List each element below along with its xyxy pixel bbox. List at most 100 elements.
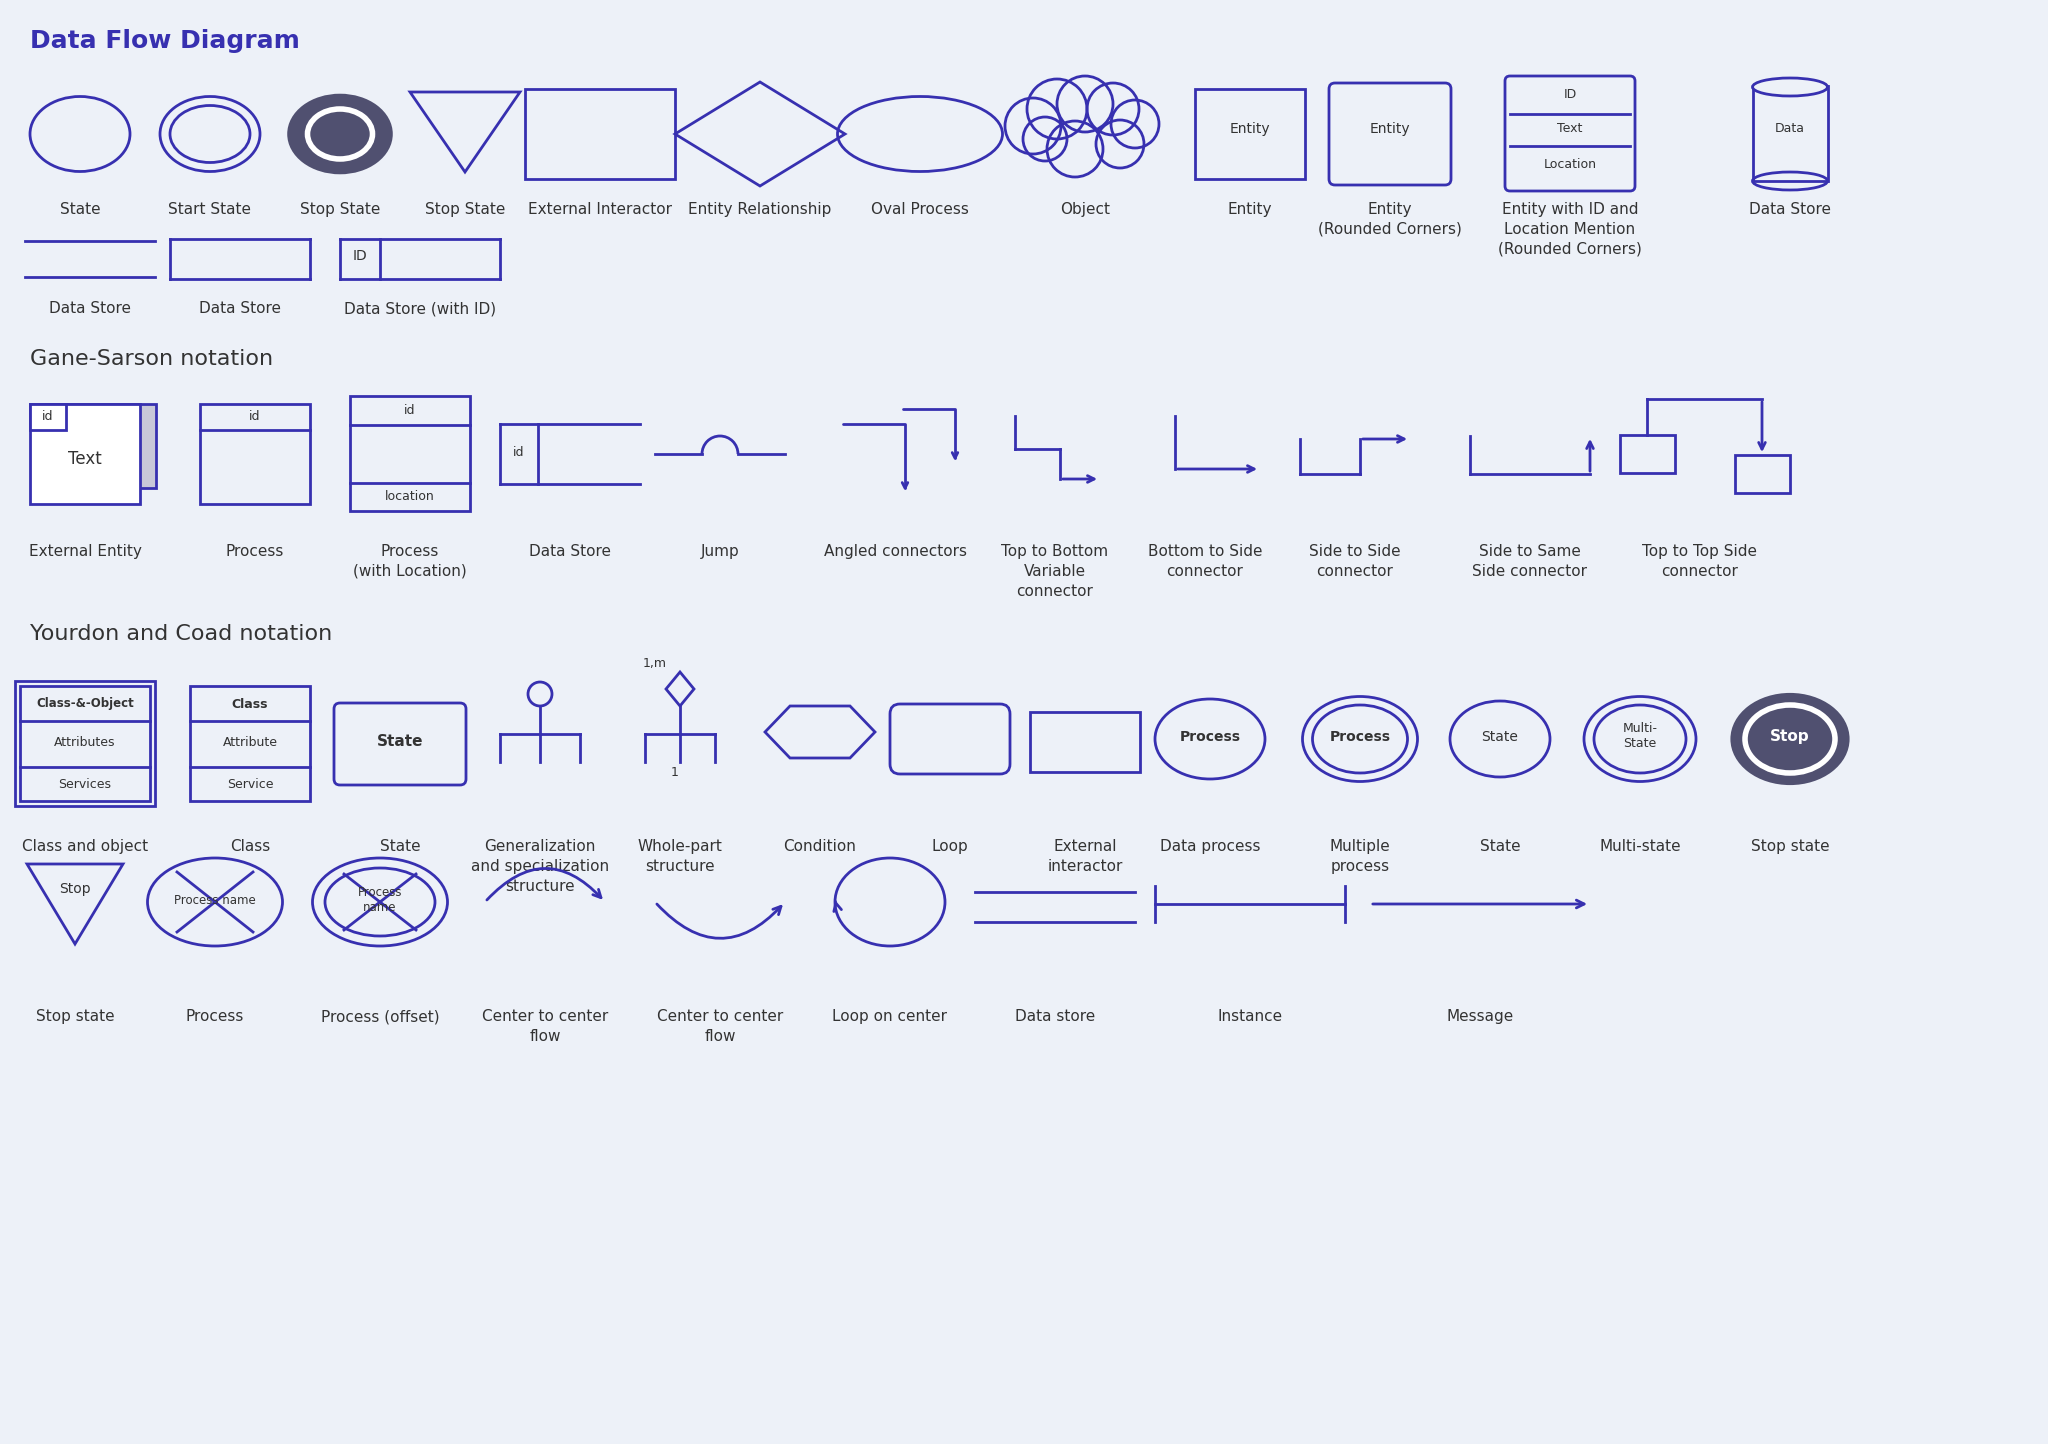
Text: Location: Location <box>1544 157 1597 170</box>
Text: Data Store: Data Store <box>528 544 610 559</box>
Text: Instance: Instance <box>1217 1009 1282 1024</box>
Polygon shape <box>31 404 139 504</box>
Text: Text: Text <box>68 451 102 468</box>
Bar <box>1194 90 1305 179</box>
Text: Class and object: Class and object <box>23 839 147 853</box>
Text: State: State <box>59 202 100 217</box>
Text: Data Store (with ID): Data Store (with ID) <box>344 300 496 316</box>
Text: State: State <box>1481 839 1520 853</box>
Bar <box>201 404 309 504</box>
Text: Services: Services <box>59 777 111 790</box>
Text: Stop state: Stop state <box>1751 839 1829 853</box>
Text: Multi-state: Multi-state <box>1599 839 1681 853</box>
Text: Process
(with Location): Process (with Location) <box>352 544 467 579</box>
Bar <box>524 90 676 179</box>
Text: External Entity: External Entity <box>29 544 141 559</box>
Text: Center to center
flow: Center to center flow <box>657 1009 782 1044</box>
Text: 1: 1 <box>672 765 680 778</box>
Text: 1,m: 1,m <box>643 657 668 670</box>
Text: Jump: Jump <box>700 544 739 559</box>
Text: State: State <box>1481 731 1518 744</box>
Text: State: State <box>377 735 424 749</box>
Text: Entity: Entity <box>1227 202 1272 217</box>
Text: Object: Object <box>1061 202 1110 217</box>
Text: Condition: Condition <box>784 839 856 853</box>
Text: Stop: Stop <box>59 882 90 895</box>
Text: Side to Side
connector: Side to Side connector <box>1309 544 1401 579</box>
Text: id: id <box>250 410 260 423</box>
Text: Process
name: Process name <box>358 887 401 914</box>
Text: Top to Bottom
Variable
connector: Top to Bottom Variable connector <box>1001 544 1108 599</box>
Bar <box>1030 712 1141 773</box>
Bar <box>350 396 469 511</box>
Text: State: State <box>379 839 420 853</box>
Bar <box>190 686 309 801</box>
Text: Bottom to Side
connector: Bottom to Side connector <box>1147 544 1262 579</box>
Text: Process: Process <box>1329 731 1391 744</box>
Text: Data process: Data process <box>1159 839 1260 853</box>
Text: Data Store: Data Store <box>1749 202 1831 217</box>
Text: Start State: Start State <box>168 202 252 217</box>
Text: ID: ID <box>352 248 367 263</box>
Bar <box>1753 87 1829 180</box>
Text: Data Store: Data Store <box>199 300 281 316</box>
Text: Yourdon and Coad notation: Yourdon and Coad notation <box>31 624 332 644</box>
Text: External Interactor: External Interactor <box>528 202 672 217</box>
Text: Angled connectors: Angled connectors <box>823 544 967 559</box>
Bar <box>14 682 156 806</box>
Text: Class-&-Object: Class-&-Object <box>37 697 133 710</box>
Text: Entity: Entity <box>1370 121 1411 136</box>
Text: Class: Class <box>229 839 270 853</box>
Text: Entity
(Rounded Corners): Entity (Rounded Corners) <box>1319 202 1462 237</box>
Text: Stop: Stop <box>1769 729 1810 745</box>
Text: Attribute: Attribute <box>223 735 276 748</box>
Text: Message: Message <box>1446 1009 1513 1024</box>
Text: location: location <box>385 491 434 504</box>
Text: Data Flow Diagram: Data Flow Diagram <box>31 29 299 53</box>
Text: Process: Process <box>1180 731 1241 744</box>
Text: Service: Service <box>227 777 272 790</box>
Text: Multi-
State: Multi- State <box>1622 722 1657 749</box>
Ellipse shape <box>1745 705 1835 773</box>
Text: id: id <box>403 404 416 417</box>
Ellipse shape <box>1733 695 1847 783</box>
Text: Process (offset): Process (offset) <box>322 1009 440 1024</box>
Text: Stop state: Stop state <box>35 1009 115 1024</box>
Text: Stop State: Stop State <box>424 202 506 217</box>
Text: Center to center
flow: Center to center flow <box>481 1009 608 1044</box>
Text: Entity: Entity <box>1229 121 1270 136</box>
Ellipse shape <box>1753 78 1827 95</box>
Text: Whole-part
structure: Whole-part structure <box>637 839 723 874</box>
Text: Class: Class <box>231 697 268 710</box>
Ellipse shape <box>291 97 389 172</box>
Text: Entity with ID and
Location Mention
(Rounded Corners): Entity with ID and Location Mention (Rou… <box>1497 202 1642 257</box>
Text: Data: Data <box>1776 123 1804 136</box>
Text: id: id <box>43 410 53 423</box>
Text: Data store: Data store <box>1016 1009 1096 1024</box>
Bar <box>20 686 150 801</box>
Text: Process: Process <box>186 1009 244 1024</box>
Text: External
interactor: External interactor <box>1047 839 1122 874</box>
Text: Top to Top Side
connector: Top to Top Side connector <box>1642 544 1757 579</box>
Text: Process name: Process name <box>174 894 256 907</box>
Text: Loop: Loop <box>932 839 969 853</box>
Text: Loop on center: Loop on center <box>831 1009 948 1024</box>
Bar <box>1620 435 1675 474</box>
Text: ID: ID <box>1563 88 1577 101</box>
Ellipse shape <box>307 108 373 159</box>
Text: Stop State: Stop State <box>299 202 381 217</box>
Text: Generalization
and specialization
structure: Generalization and specialization struct… <box>471 839 608 894</box>
Text: Gane-Sarson notation: Gane-Sarson notation <box>31 349 272 370</box>
Polygon shape <box>45 404 156 488</box>
Text: Attributes: Attributes <box>53 735 117 748</box>
Text: id: id <box>514 446 524 459</box>
Bar <box>1735 455 1790 492</box>
Text: Oval Process: Oval Process <box>870 202 969 217</box>
Text: Process: Process <box>225 544 285 559</box>
Text: Side to Same
Side connector: Side to Same Side connector <box>1473 544 1587 579</box>
Text: Multiple
process: Multiple process <box>1329 839 1391 874</box>
Text: Data Store: Data Store <box>49 300 131 316</box>
Bar <box>31 404 66 430</box>
Text: Text: Text <box>1556 123 1583 136</box>
Text: Entity Relationship: Entity Relationship <box>688 202 831 217</box>
